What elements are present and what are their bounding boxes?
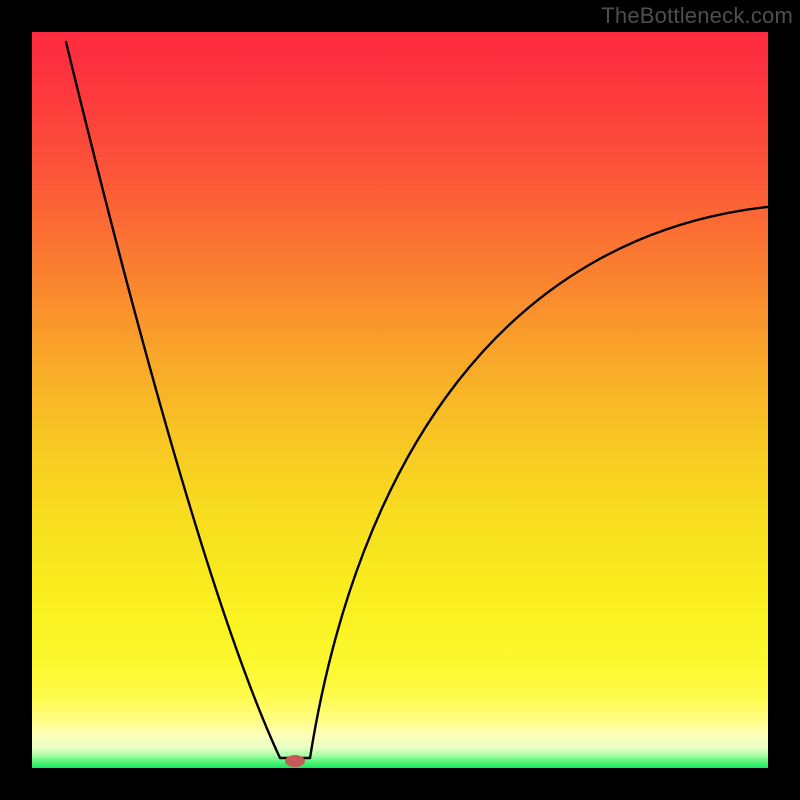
plot-area xyxy=(32,32,768,768)
chart-stage: TheBottleneck.com xyxy=(0,0,800,800)
watermark-text: TheBottleneck.com xyxy=(601,3,793,29)
bottleneck-curve xyxy=(66,42,767,758)
optimal-marker xyxy=(285,755,305,767)
curve-layer xyxy=(32,32,768,768)
